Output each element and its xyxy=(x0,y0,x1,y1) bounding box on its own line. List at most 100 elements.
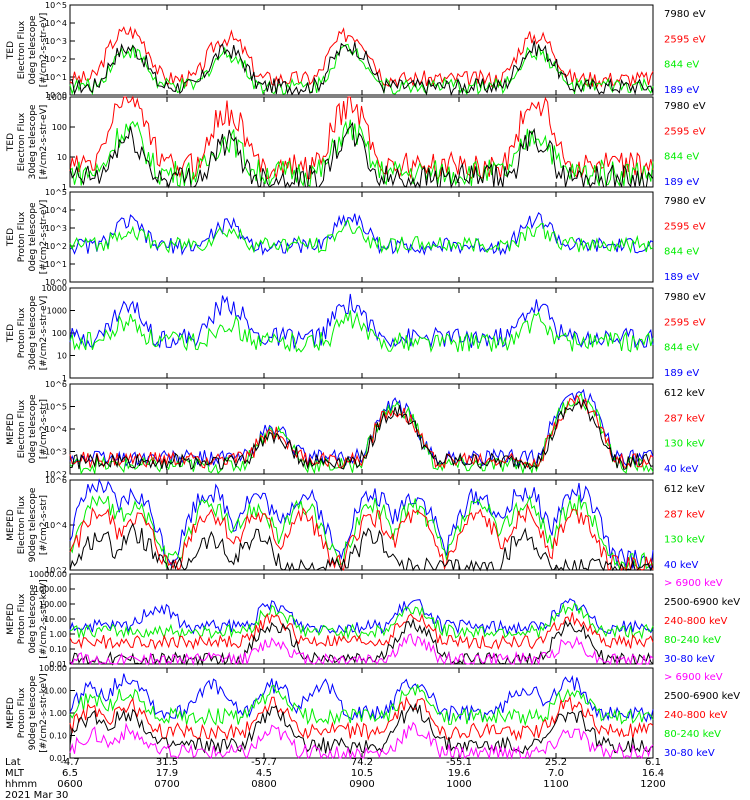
legend-entry: 844 eV xyxy=(664,152,699,163)
y-tick-label: 10^6 xyxy=(45,476,67,485)
hhmm-value: 1100 xyxy=(543,779,568,790)
plot-frame xyxy=(69,191,654,283)
series-red xyxy=(69,695,654,742)
y-axis-label: Electron Flux xyxy=(17,495,27,554)
series-red xyxy=(69,394,654,469)
y-tick-label: 10^4 xyxy=(45,521,67,530)
lat-value: 25.2 xyxy=(545,757,567,768)
legend-entry: 189 eV xyxy=(664,368,699,379)
legend-entry: 612 keV xyxy=(664,484,705,495)
series-blue xyxy=(69,211,654,256)
legend-entry: 80-240 keV xyxy=(664,729,721,740)
series-blue xyxy=(69,388,654,468)
series-green xyxy=(69,43,654,96)
legend-entry: 7980 eV xyxy=(664,196,706,207)
footer-date: 2021 Mar 30 xyxy=(5,790,68,800)
y-tick-label: 1000 xyxy=(47,93,67,102)
y-tick-label: 10^2 xyxy=(45,55,67,64)
y-axis-label: [#/cm2-s-str] xyxy=(39,399,49,459)
y-tick-label: 100.00 xyxy=(39,664,67,673)
panel-6: 10^2 10^4 10^6 MEPED Electron Flux 90deg tele… xyxy=(6,476,705,575)
y-axis-label: [#/cm2-s-str-eV] xyxy=(39,105,49,180)
mlt-value: 7.0 xyxy=(548,768,564,779)
lat-value: 74.2 xyxy=(351,757,373,768)
y-tick-label: 10^5 xyxy=(45,188,67,197)
y-tick-label: 10^6 xyxy=(45,380,67,389)
y-tick-label: 10^3 xyxy=(45,37,67,46)
y-axis-label: 0deg telescope xyxy=(28,584,38,654)
y-tick-label: 10.00 xyxy=(44,615,67,624)
footer-label-hhmm: hhmm xyxy=(5,779,37,790)
y-axis-label: [#/cm2-s-str-keV] xyxy=(39,579,49,658)
panel-1: 10^0 10^1 10^2 10^3 10^4 10^5 TED Electron Flux… xyxy=(6,1,706,100)
y-axis-label: 30deg telescope xyxy=(28,295,38,370)
y-tick-label: 10000 xyxy=(42,284,67,293)
series-black xyxy=(69,40,654,97)
legend-entry: 844 eV xyxy=(664,247,699,258)
y-axis-label: MEPED xyxy=(6,697,16,729)
hhmm-value: 0700 xyxy=(154,779,179,790)
series-green xyxy=(69,494,654,572)
lat-value: 31.5 xyxy=(156,757,178,768)
legend-entry: 80-240 keV xyxy=(664,635,721,646)
panel-7: 0.01 0.10 1.00 10.00 100.00 1000.00 10000.00 ME… xyxy=(6,570,740,669)
y-axis-label: TED xyxy=(6,133,16,152)
y-axis-label: [#/cm2-s-str-keV] xyxy=(39,673,49,752)
y-axis-label: TED xyxy=(6,324,16,343)
panels: 10^0 10^1 10^2 10^3 10^4 10^5 TED Electron Flux… xyxy=(6,1,740,763)
y-tick-label: 10^1 xyxy=(45,73,67,82)
y-axis-label: 30deg telescope xyxy=(28,104,38,179)
legend-entry: 287 keV xyxy=(664,413,705,424)
lat-value: -4.7 xyxy=(60,757,80,768)
y-tick-label: 10^0 xyxy=(45,278,67,287)
series-blue xyxy=(69,598,654,636)
panel-4: 1 10 100 1000 10000 TED Proton Flux 30deg teles… xyxy=(6,284,706,383)
y-tick-label: 10^4 xyxy=(45,206,67,215)
series-green xyxy=(69,602,654,640)
y-axis-label: [#/cm2-s-str-eV] xyxy=(39,296,49,371)
y-axis-label: [#/cm2-s-str-eV] xyxy=(39,13,49,88)
y-axis-label: MEPED xyxy=(6,413,16,445)
legend-entry: 189 eV xyxy=(664,85,699,96)
y-tick-label: 0.01 xyxy=(49,660,67,669)
legend-entry: 189 eV xyxy=(664,177,699,188)
y-tick-label: 1.00 xyxy=(49,709,67,718)
series-green xyxy=(69,119,654,187)
y-axis-label: Proton Flux xyxy=(17,307,27,358)
y-tick-label: 0.01 xyxy=(49,754,67,763)
mlt-value: 19.6 xyxy=(448,768,470,779)
legend-entry: 2500-6900 keV xyxy=(664,597,740,608)
mlt-value: 17.9 xyxy=(156,768,178,779)
series-blue xyxy=(69,293,654,350)
y-tick-label: 10.00 xyxy=(44,687,67,696)
mlt-value: 16.4 xyxy=(642,768,664,779)
legend-entry: 240-800 keV xyxy=(664,616,728,627)
hhmm-value: 0900 xyxy=(349,779,374,790)
y-tick-label: 1000 xyxy=(47,307,67,316)
y-axis-label: Electron Flux xyxy=(17,399,27,458)
y-tick-label: 10^4 xyxy=(45,425,67,434)
y-tick-label: 100.00 xyxy=(39,600,67,609)
hhmm-value: 1200 xyxy=(640,779,665,790)
hhmm-value: 0600 xyxy=(57,779,82,790)
legend-entry: 2595 eV xyxy=(664,317,706,328)
series-red xyxy=(69,95,654,181)
y-tick-label: 10^2 xyxy=(45,566,67,575)
y-axis-label: [#/cm2-s-str] xyxy=(39,495,49,555)
legend-entry: 40 keV xyxy=(664,464,698,475)
legend-entry: 7980 eV xyxy=(664,9,706,20)
legend-entry: 130 keV xyxy=(664,439,705,450)
y-tick-label: 10 xyxy=(57,153,67,162)
series-black xyxy=(69,121,654,189)
legend-entry: > 6900 keV xyxy=(664,672,723,683)
series-blue xyxy=(69,673,654,723)
y-tick-label: 1 xyxy=(62,183,67,192)
hhmm-value: 0800 xyxy=(251,779,276,790)
y-tick-label: 10000.00 xyxy=(29,570,67,579)
series-magenta xyxy=(69,721,654,760)
y-axis-label: Proton Flux xyxy=(17,687,27,738)
legend-entry: 130 keV xyxy=(664,535,705,546)
y-tick-label: 100 xyxy=(52,123,67,132)
legend-entry: 7980 eV xyxy=(664,292,706,303)
mlt-value: 4.5 xyxy=(256,768,272,779)
